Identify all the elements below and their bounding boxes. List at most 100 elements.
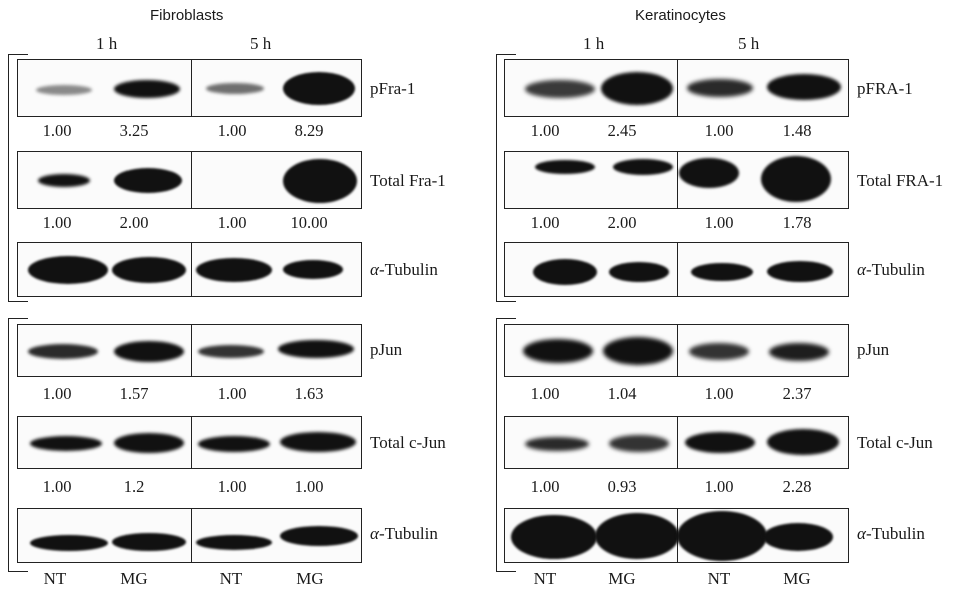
band [280,432,356,452]
blot-label: α-Tubulin [857,260,925,279]
band [283,72,355,105]
quant-value: 1.2 [123,477,145,496]
band [283,159,357,203]
lane-divider [191,417,192,468]
band [511,515,597,559]
band [613,159,673,175]
quant-value: 1.00 [530,384,560,403]
panel-title: Keratinocytes [635,7,726,24]
quant-value: 1.00 [704,121,734,140]
lane-label: MG [296,569,324,588]
band [196,258,272,282]
quant-value: 1.00 [217,477,247,496]
blot-alpha-tubulin [504,242,849,297]
lane-label: NT [43,569,67,588]
quant-value: 1.00 [42,213,72,232]
lane-label: MG [608,569,636,588]
band [595,513,679,559]
band [30,535,108,551]
quant-value: 1.00 [294,477,324,496]
blot-label: Total c-Jun [857,433,933,452]
blot-label: α-Tubulin [370,524,438,543]
blot-alpha-tubulin [504,508,849,563]
blot-label: α-Tubulin [857,524,925,543]
quant-value: 1.00 [704,213,734,232]
lane-divider [677,60,678,116]
blot-total-cjun [504,416,849,469]
lane-divider [191,60,192,116]
band [114,80,180,98]
band [679,158,739,188]
band [603,337,673,365]
band [114,341,184,362]
band [198,436,270,452]
band [761,156,831,202]
band [767,261,833,282]
band [206,83,264,94]
quant-value: 3.25 [119,121,149,140]
band [30,436,102,451]
band [283,260,343,279]
band [112,533,186,551]
band [767,74,841,100]
lane-label: NT [707,569,731,588]
blot-label: Total c-Jun [370,433,446,452]
quant-value: 1.00 [704,384,734,403]
band [198,345,264,358]
band [601,72,673,105]
group-bracket [8,318,28,572]
quant-value: 1.00 [217,121,247,140]
blot-total-cjun [17,416,362,469]
blot-alpha-tubulin [17,508,362,563]
quant-value: 10.00 [290,213,328,232]
band [687,79,753,97]
lane-divider [677,152,678,208]
quant-value: 1.00 [704,477,734,496]
quant-value: 1.04 [607,384,637,403]
blot-pjun [17,324,362,377]
panel-title: Fibroblasts [150,7,224,24]
band [525,80,595,98]
band [763,523,833,551]
band [609,435,669,452]
quant-value: 2.37 [782,384,812,403]
blot-pjun [504,324,849,377]
quant-value: 1.00 [217,213,247,232]
band [196,535,272,550]
band [278,340,354,358]
lane-divider [191,243,192,296]
band [114,433,184,453]
timepoint-label: 1 h [583,34,605,53]
lane-divider [191,509,192,562]
band [769,343,829,361]
band [28,256,108,284]
band [28,344,98,359]
group-bracket [496,318,516,572]
quant-value: 1.63 [294,384,324,403]
quant-value: 1.00 [42,477,72,496]
band [38,174,90,187]
group-bracket [8,54,28,302]
blot-label: α-Tubulin [370,260,438,279]
blot-pfra1 [504,59,849,117]
quant-value: 1.48 [782,121,812,140]
quant-value: 2.45 [607,121,637,140]
blot-pfra1 [17,59,362,117]
band [767,429,839,455]
quant-value: 2.28 [782,477,812,496]
lane-divider [677,243,678,296]
quant-value: 1.57 [119,384,149,403]
band [523,339,593,363]
lane-label: MG [120,569,148,588]
quant-value: 1.78 [782,213,812,232]
blot-label: Total FRA-1 [857,171,944,190]
quant-value: 1.00 [530,121,560,140]
band [535,160,595,174]
band [525,437,589,451]
lane-divider [191,152,192,208]
lane-divider [677,417,678,468]
band [609,262,669,282]
timepoint-label: 5 h [250,34,272,53]
quant-value: 1.00 [530,477,560,496]
timepoint-label: 1 h [96,34,118,53]
